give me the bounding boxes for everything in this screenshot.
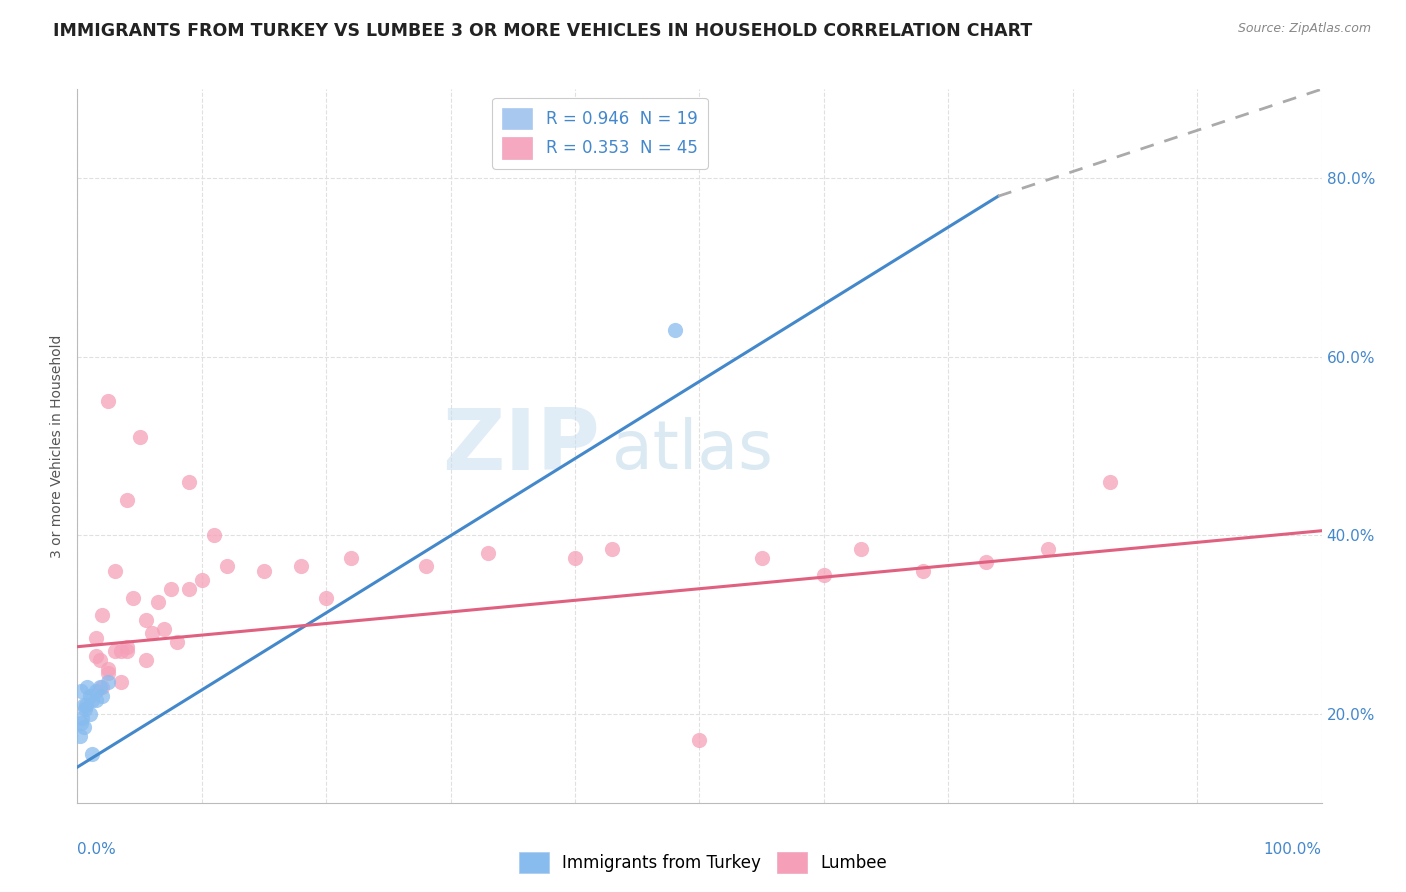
Legend: Immigrants from Turkey, Lumbee: Immigrants from Turkey, Lumbee xyxy=(512,846,894,880)
Point xyxy=(1099,475,1122,489)
Point xyxy=(91,608,114,623)
Point xyxy=(166,635,188,649)
Point xyxy=(104,644,127,658)
Point xyxy=(974,555,997,569)
Point xyxy=(69,729,91,743)
Point xyxy=(84,684,107,698)
Point xyxy=(153,622,176,636)
Point xyxy=(477,546,499,560)
Point xyxy=(84,631,107,645)
Point xyxy=(340,550,363,565)
Point xyxy=(91,689,114,703)
Point xyxy=(813,568,835,582)
Point xyxy=(141,626,163,640)
Point xyxy=(179,582,201,596)
Point xyxy=(97,675,120,690)
Point xyxy=(76,680,98,694)
Point xyxy=(82,747,104,761)
Text: 0.0%: 0.0% xyxy=(77,842,117,857)
Point xyxy=(315,591,337,605)
Point xyxy=(91,680,114,694)
Point xyxy=(73,702,96,716)
Point xyxy=(97,662,120,676)
Point xyxy=(89,680,111,694)
Point xyxy=(79,706,101,721)
Point xyxy=(148,595,170,609)
Point xyxy=(128,430,150,444)
Point xyxy=(97,394,120,409)
Point xyxy=(82,693,104,707)
Point xyxy=(215,559,238,574)
Point xyxy=(290,559,312,574)
Point xyxy=(253,564,276,578)
Point xyxy=(664,323,686,337)
Text: 100.0%: 100.0% xyxy=(1264,842,1322,857)
Point xyxy=(135,613,157,627)
Y-axis label: 3 or more Vehicles in Household: 3 or more Vehicles in Household xyxy=(51,334,65,558)
Point xyxy=(115,644,138,658)
Point xyxy=(1036,541,1059,556)
Point xyxy=(70,715,93,730)
Text: ZIP: ZIP xyxy=(443,404,600,488)
Point xyxy=(751,550,773,565)
Point xyxy=(79,689,101,703)
Point xyxy=(75,698,97,712)
Point xyxy=(104,564,127,578)
Point xyxy=(159,582,181,596)
Point xyxy=(97,666,120,681)
Point xyxy=(84,693,107,707)
Point xyxy=(912,564,935,578)
Point xyxy=(122,591,145,605)
Text: Source: ZipAtlas.com: Source: ZipAtlas.com xyxy=(1237,22,1371,36)
Point xyxy=(602,541,624,556)
Point xyxy=(689,733,711,747)
Point xyxy=(415,559,437,574)
Text: atlas: atlas xyxy=(613,417,773,483)
Point xyxy=(89,653,111,667)
Point xyxy=(72,698,94,712)
Point xyxy=(84,648,107,663)
Point xyxy=(564,550,586,565)
Point xyxy=(110,644,132,658)
Point xyxy=(202,528,225,542)
Point xyxy=(135,653,157,667)
Point xyxy=(851,541,873,556)
Point xyxy=(110,675,132,690)
Point xyxy=(70,684,93,698)
Point xyxy=(72,711,94,725)
Point xyxy=(191,573,214,587)
Legend: R = 0.946  N = 19, R = 0.353  N = 45: R = 0.946 N = 19, R = 0.353 N = 45 xyxy=(492,97,707,169)
Point xyxy=(179,475,201,489)
Text: IMMIGRANTS FROM TURKEY VS LUMBEE 3 OR MORE VEHICLES IN HOUSEHOLD CORRELATION CHA: IMMIGRANTS FROM TURKEY VS LUMBEE 3 OR MO… xyxy=(53,22,1032,40)
Point xyxy=(115,640,138,654)
Point xyxy=(72,720,94,734)
Point xyxy=(115,492,138,507)
